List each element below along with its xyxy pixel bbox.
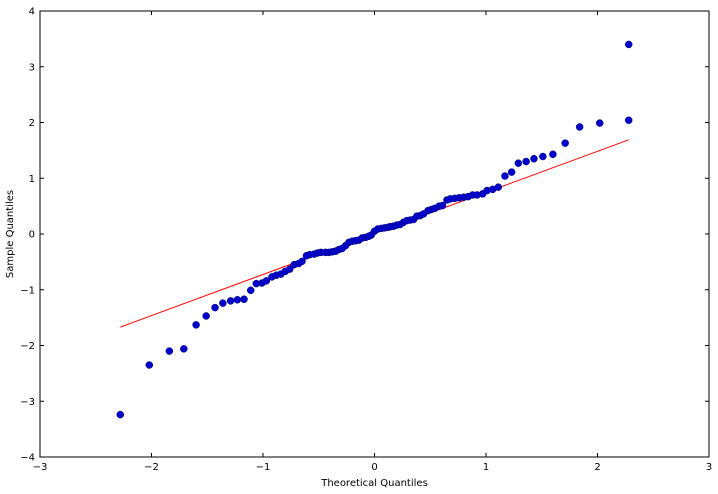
y-tick-label: 0	[29, 230, 35, 241]
data-point	[530, 154, 538, 163]
data-point	[522, 157, 530, 166]
x-tick-label: −1	[256, 462, 271, 473]
x-tick-label: −3	[33, 462, 48, 473]
data-point	[233, 296, 242, 304]
data-point	[494, 183, 503, 191]
data-point	[539, 152, 547, 161]
data-point	[219, 299, 227, 307]
y-tick-label: −3	[20, 397, 35, 408]
data-point	[226, 297, 235, 305]
data-point	[501, 172, 509, 180]
y-axis-label: Sample Quantiles	[5, 190, 16, 278]
y-tick-label: 4	[29, 7, 35, 18]
data-point	[624, 40, 633, 49]
data-point	[116, 410, 125, 419]
y-tick-label: 1	[29, 174, 35, 185]
x-axis-label: Theoretical Quantiles	[320, 478, 428, 489]
data-point	[514, 159, 523, 167]
data-point	[298, 257, 306, 266]
x-tick-label: 3	[706, 462, 712, 473]
x-tick-label: 0	[371, 462, 377, 473]
x-tick-label: −2	[144, 462, 159, 473]
data-point	[192, 321, 200, 329]
y-tick-label: 2	[29, 118, 35, 129]
x-tick-label: 2	[594, 462, 600, 473]
data-point	[286, 265, 294, 273]
data-point	[438, 201, 447, 210]
data-point	[211, 303, 219, 312]
data-point	[561, 139, 569, 147]
data-point	[595, 119, 604, 127]
data-point	[246, 286, 255, 295]
y-tick-label: −1	[20, 285, 35, 296]
data-point	[507, 168, 516, 176]
x-tick-label: 1	[483, 462, 489, 473]
y-tick-label: 3	[29, 62, 35, 73]
axis-ticks	[39, 10, 710, 458]
data-point	[165, 347, 174, 355]
data-point	[262, 277, 271, 285]
y-tick-label: −4	[20, 453, 35, 464]
data-point	[202, 312, 210, 320]
data-point	[145, 361, 154, 369]
data-point	[624, 116, 633, 125]
data-point	[575, 123, 584, 131]
data-point	[240, 295, 248, 303]
y-tick-label: −2	[20, 341, 35, 352]
data-points	[116, 40, 633, 419]
data-point	[180, 345, 188, 353]
data-point	[549, 150, 557, 159]
